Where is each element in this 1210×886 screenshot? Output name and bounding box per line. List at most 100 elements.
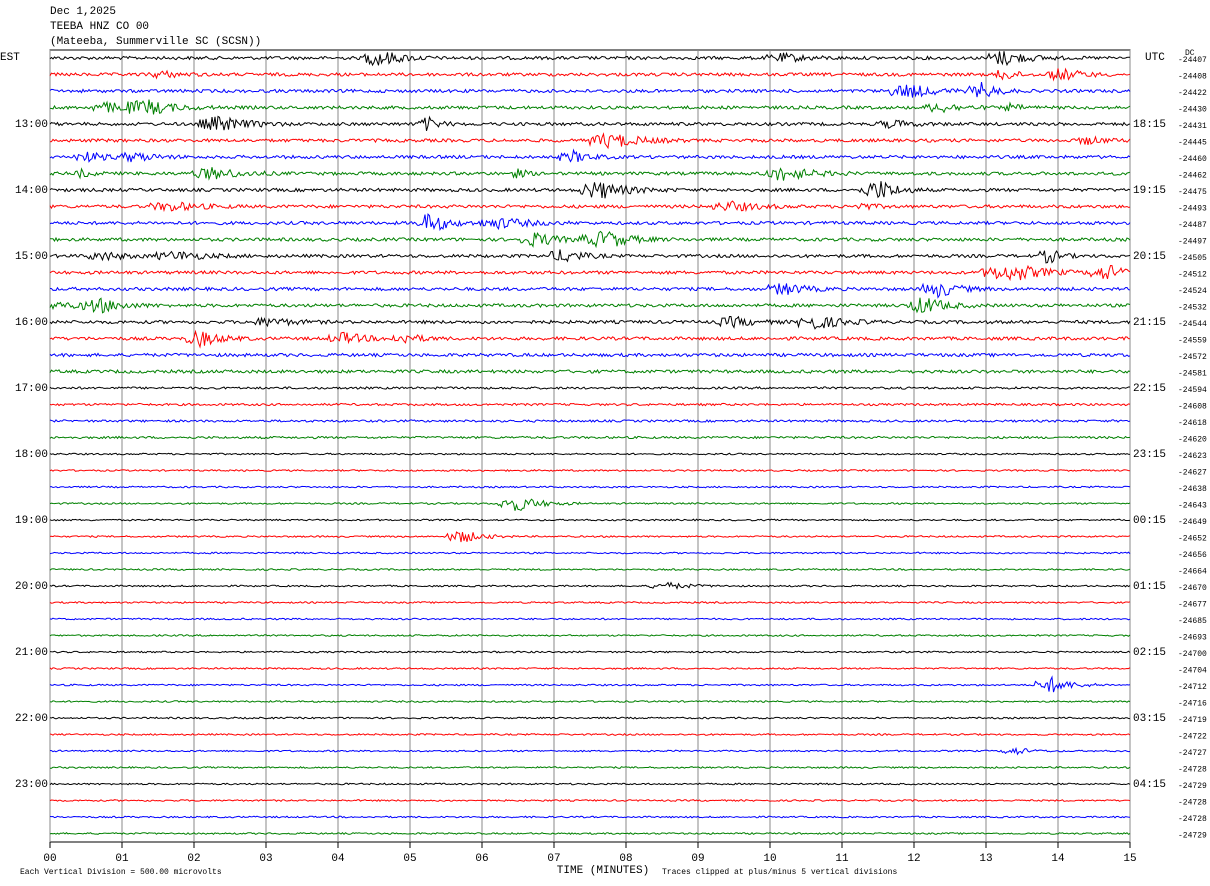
- right-time-label: 20:15: [1133, 251, 1166, 263]
- offset-header: DC: [1185, 49, 1195, 58]
- trace: [49, 352, 1131, 358]
- offset-label: -24728: [1178, 799, 1207, 808]
- x-tick-label: 03: [259, 853, 272, 865]
- left-time-label: 19:00: [15, 515, 48, 527]
- offset-label: -24493: [1178, 205, 1207, 214]
- trace: [49, 716, 1131, 720]
- right-time-label: 21:15: [1133, 317, 1166, 329]
- offset-label: -24445: [1178, 139, 1207, 148]
- trace: [49, 51, 1130, 67]
- trace: [49, 634, 1131, 637]
- trace: [49, 297, 1131, 314]
- offset-label: -24497: [1178, 238, 1207, 247]
- offset-label: -24594: [1178, 386, 1207, 395]
- trace: [49, 329, 1131, 349]
- x-tick-label: 10: [763, 853, 776, 865]
- offset-label: -24700: [1178, 650, 1207, 659]
- left-time-label: 17:00: [15, 383, 48, 395]
- trace: [49, 568, 1131, 571]
- right-zone: UTC: [1145, 52, 1165, 64]
- offset-label: -24462: [1178, 172, 1207, 181]
- offset-label: -24638: [1178, 485, 1207, 494]
- trace: [49, 831, 1131, 836]
- offset-label: -24407: [1178, 56, 1207, 65]
- trace: [49, 132, 1131, 150]
- left-zone: EST: [0, 52, 20, 64]
- offset-label: -24524: [1178, 287, 1207, 296]
- offset-label: -24656: [1178, 551, 1207, 560]
- trace: [49, 675, 1131, 693]
- offset-label: -24727: [1178, 749, 1207, 758]
- title-line: TEEBA HNZ CO 00: [50, 21, 149, 33]
- offset-label: -24685: [1178, 617, 1207, 626]
- offset-label: -24693: [1178, 634, 1207, 643]
- right-time-label: 04:15: [1133, 779, 1166, 791]
- trace: [49, 419, 1131, 423]
- x-tick-label: 13: [979, 853, 992, 865]
- offset-label: -24505: [1178, 254, 1207, 263]
- x-axis-title: TIME (MINUTES): [557, 865, 649, 877]
- trace: [50, 766, 1131, 770]
- trace: [49, 249, 1131, 264]
- offset-label: -24572: [1178, 353, 1207, 362]
- trace: [49, 798, 1131, 803]
- offset-label: -24719: [1178, 716, 1207, 725]
- trace: [49, 148, 1131, 163]
- offset-label: -24475: [1178, 188, 1207, 197]
- offset-label: -24623: [1178, 452, 1207, 461]
- left-time-label: 13:00: [15, 119, 48, 131]
- right-time-label: 02:15: [1133, 647, 1166, 659]
- offset-label: -24643: [1178, 502, 1207, 511]
- right-time-label: 18:15: [1133, 119, 1166, 131]
- trace: [49, 181, 1131, 199]
- trace: [49, 200, 1131, 213]
- trace: [49, 650, 1131, 654]
- x-tick-label: 00: [43, 853, 56, 865]
- right-time-label: 00:15: [1133, 515, 1166, 527]
- trace: [49, 699, 1131, 703]
- trace: [49, 581, 1131, 590]
- offset-label: -24460: [1178, 155, 1207, 164]
- left-time-label: 22:00: [15, 713, 48, 725]
- left-time-label: 20:00: [15, 581, 48, 593]
- x-tick-label: 14: [1051, 853, 1065, 865]
- left-time-label: 23:00: [15, 779, 48, 791]
- x-tick-label: 09: [691, 853, 704, 865]
- trace: [49, 264, 1131, 282]
- trace: [49, 82, 1131, 98]
- trace: [49, 315, 1131, 330]
- offset-label: -24728: [1178, 766, 1207, 775]
- trace: [49, 282, 1131, 299]
- trace: [49, 600, 1131, 604]
- trace: [49, 732, 1131, 736]
- offset-label: -24716: [1178, 700, 1207, 709]
- offset-label: -24430: [1178, 106, 1207, 115]
- offset-label: -24559: [1178, 337, 1207, 346]
- trace: [49, 617, 1131, 621]
- left-time-label: 21:00: [15, 647, 48, 659]
- right-time-label: 03:15: [1133, 713, 1166, 725]
- trace: [49, 452, 1131, 456]
- offset-label: -24728: [1178, 815, 1207, 824]
- trace: [49, 99, 1131, 115]
- title-line: Dec 1,2025: [50, 6, 116, 18]
- x-tick-label: 05: [403, 853, 416, 865]
- offset-label: -24627: [1178, 469, 1207, 478]
- trace: [49, 402, 1131, 407]
- clip-note: Traces clipped at plus/minus 5 vertical …: [662, 868, 897, 877]
- offset-label: -24532: [1178, 304, 1207, 313]
- left-time-label: 18:00: [15, 449, 48, 461]
- trace: [49, 485, 1131, 489]
- x-tick-label: 01: [115, 853, 129, 865]
- trace: [49, 782, 1131, 786]
- offset-label: -24512: [1178, 271, 1207, 280]
- trace: [49, 230, 1131, 249]
- trace: [49, 518, 1131, 522]
- x-tick-label: 12: [907, 853, 920, 865]
- x-tick-label: 07: [547, 853, 560, 865]
- x-tick-label: 02: [187, 853, 200, 865]
- trace: [49, 498, 1131, 512]
- left-time-label: 15:00: [15, 251, 48, 263]
- trace: [49, 435, 1131, 440]
